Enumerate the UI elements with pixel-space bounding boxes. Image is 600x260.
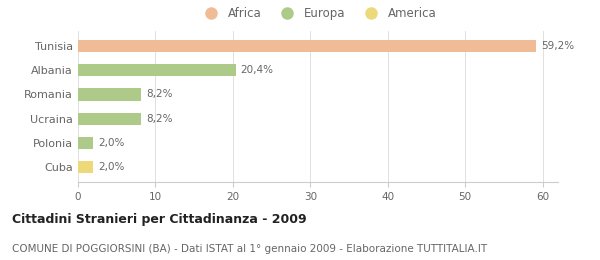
Text: COMUNE DI POGGIORSINI (BA) - Dati ISTAT al 1° gennaio 2009 - Elaborazione TUTTIT: COMUNE DI POGGIORSINI (BA) - Dati ISTAT … (12, 244, 487, 254)
Legend: Africa, Europa, America: Africa, Europa, America (197, 5, 439, 22)
Bar (78, 88, 142, 101)
Text: 8,2%: 8,2% (146, 89, 173, 99)
Text: Cittadini Stranieri per Cittadinanza - 2009: Cittadini Stranieri per Cittadinanza - 2… (12, 213, 307, 226)
Bar (78, 40, 536, 52)
Text: 59,2%: 59,2% (541, 41, 574, 51)
Text: 2,0%: 2,0% (98, 162, 125, 172)
Bar (78, 137, 94, 149)
Text: 8,2%: 8,2% (146, 114, 173, 124)
Bar (78, 161, 94, 173)
Bar (78, 113, 142, 125)
Text: 20,4%: 20,4% (241, 65, 274, 75)
Text: 2,0%: 2,0% (98, 138, 125, 148)
Bar (78, 64, 236, 76)
